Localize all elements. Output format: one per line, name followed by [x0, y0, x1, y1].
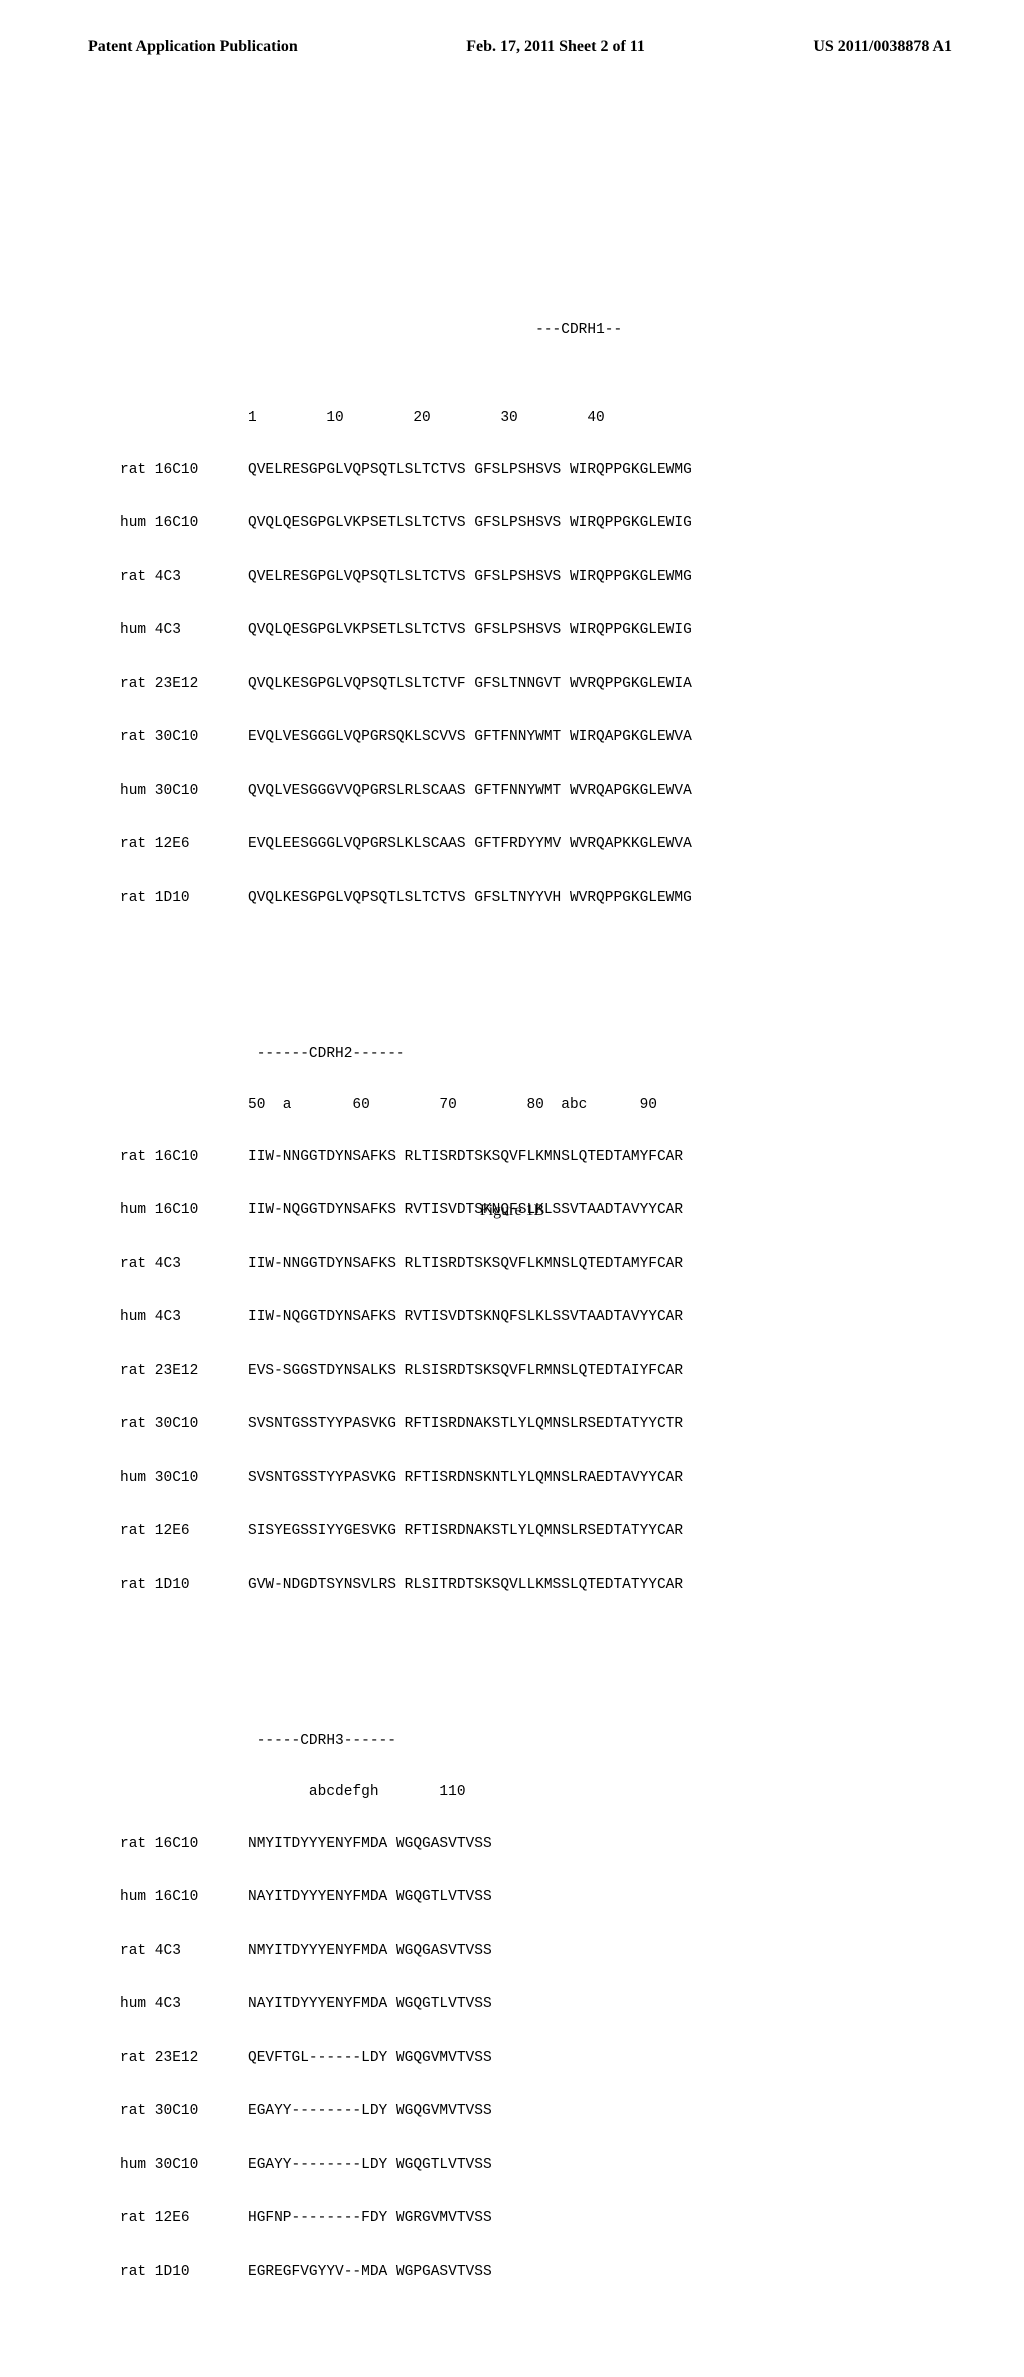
seq-row: rat 1D10EGREGFVGYYV--MDA WGPGASVTVSS [120, 2265, 692, 2280]
seq-row: rat 12E6EVQLEESGGGLVQPGRSLKLSCAAS GFTFRD… [120, 837, 692, 852]
header-right: US 2011/0038878 A1 [813, 38, 952, 56]
region-label-cdrh1: ---CDRH1-- [120, 323, 692, 338]
seq-data: NMYITDYYYENYFMDA WGQGASVTVSS [248, 1944, 492, 1959]
seq-label: rat 12E6 [120, 1524, 248, 1539]
seq-data: IIW-NNGGTDYNSAFKS RLTISRDTSKSQVFLKMNSLQT… [248, 1257, 683, 1272]
seq-data: QVQLQESGPGLVKPSETLSLTCTVS GFSLPSHSVS WIR… [248, 623, 692, 638]
seq-row: rat 12E6SISYEGSSIYYGESVKG RFTISRDNAKSTLY… [120, 1524, 692, 1539]
seq-label: hum 4C3 [120, 1310, 248, 1325]
seq-row: hum 16C10QVQLQESGPGLVKPSETLSLTCTVS GFSLP… [120, 516, 692, 531]
seq-label: rat 1D10 [120, 2265, 248, 2280]
seq-data: NAYITDYYYENYFMDA WGQGTLVTVSS [248, 1890, 492, 1905]
seq-label: rat 4C3 [120, 1257, 248, 1272]
seq-row: rat 4C3IIW-NNGGTDYNSAFKS RLTISRDTSKSQVFL… [120, 1257, 692, 1272]
seq-data: SVSNTGSSTYYPASVKG RFTISRDNSKNTLYLQMNSLRA… [248, 1471, 683, 1486]
seq-label: rat 1D10 [120, 891, 248, 906]
seq-row: rat 30C10EGAYY--------LDY WGQGVMVTVSS [120, 2104, 692, 2119]
seq-label: hum 30C10 [120, 1471, 248, 1486]
page-header: Patent Application Publication Feb. 17, … [0, 38, 1024, 56]
seq-label: rat 16C10 [120, 1150, 248, 1165]
seq-data: EVQLVESGGGLVQPGRSQKLSCVVS GFTFNNYWMT WIR… [248, 730, 692, 745]
seq-row: rat 23E12EVS-SGGSTDYNSALKS RLSISRDTSKSQV… [120, 1364, 692, 1379]
seq-label: rat 16C10 [120, 1837, 248, 1852]
seq-label: rat 30C10 [120, 2104, 248, 2119]
seq-data: QVQLQESGPGLVKPSETLSLTCTVS GFSLPSHSVS WIR… [248, 516, 692, 531]
seq-data: EGAYY--------LDY WGQGTLVTVSS [248, 2158, 492, 2173]
seq-label: hum 16C10 [120, 516, 248, 531]
seq-label: rat 12E6 [120, 2211, 248, 2226]
seq-label: rat 12E6 [120, 837, 248, 852]
seq-row: hum 16C10NAYITDYYYENYFMDA WGQGTLVTVSS [120, 1890, 692, 1905]
region-label-cdrh2: ------CDRH2------ [120, 1047, 692, 1062]
seq-data: NMYITDYYYENYFMDA WGQGASVTVSS [248, 1837, 492, 1852]
seq-row: rat 4C3QVELRESGPGLVQPSQTLSLTCTVS GFSLPSH… [120, 570, 692, 585]
block-cdrh2: ------CDRH2------ 50 a 60 70 80 abc 90 r… [120, 1018, 692, 1632]
seq-row: rat 1D10GVW-NDGDTSYNSVLRS RLSITRDTSKSQVL… [120, 1578, 692, 1593]
ruler-cdrh2: 50 a 60 70 80 abc 90 [120, 1098, 692, 1113]
seq-label: rat 30C10 [120, 730, 248, 745]
seq-label: rat 30C10 [120, 1417, 248, 1432]
seq-data: EVQLEESGGGLVQPGRSLKLSCAAS GFTFRDYYMV WVR… [248, 837, 692, 852]
seq-row: rat 16C10IIW-NNGGTDYNSAFKS RLTISRDTSKSQV… [120, 1150, 692, 1165]
block-cdrh3: -----CDRH3------ abcdefgh 110 rat 16C10N… [120, 1705, 692, 2319]
seq-data: SISYEGSSIYYGESVKG RFTISRDNAKSTLYLQMNSLRS… [248, 1524, 683, 1539]
seq-label: rat 1D10 [120, 1578, 248, 1593]
block-cdrh1: ---CDRH1-- 1 10 20 30 40 rat 16C10QVELRE… [120, 294, 692, 945]
seq-row: rat 12E6HGFNP--------FDY WGRGVMVTVSS [120, 2211, 692, 2226]
header-center: Feb. 17, 2011 Sheet 2 of 11 [466, 38, 645, 56]
seq-data: QVELRESGPGLVQPSQTLSLTCTVS GFSLPSHSVS WIR… [248, 463, 692, 478]
seq-row: rat 4C3NMYITDYYYENYFMDA WGQGASVTVSS [120, 1944, 692, 1959]
seq-data: EGREGFVGYYV--MDA WGPGASVTVSS [248, 2265, 492, 2280]
seq-data: IIW-NNGGTDYNSAFKS RLTISRDTSKSQVFLKMNSLQT… [248, 1150, 683, 1165]
seq-label: hum 4C3 [120, 623, 248, 638]
seq-data: NAYITDYYYENYFMDA WGQGTLVTVSS [248, 1997, 492, 2012]
seq-label: hum 4C3 [120, 1997, 248, 2012]
header-left: Patent Application Publication [88, 38, 298, 56]
seq-label: rat 4C3 [120, 1944, 248, 1959]
seq-data: HGFNP--------FDY WGRGVMVTVSS [248, 2211, 492, 2226]
seq-label: rat 23E12 [120, 2051, 248, 2066]
seq-row: rat 23E12QVQLKESGPGLVQPSQTLSLTCTVF GFSLT… [120, 677, 692, 692]
seq-row: hum 30C10EGAYY--------LDY WGQGTLVTVSS [120, 2158, 692, 2173]
seq-row: hum 30C10SVSNTGSSTYYPASVKG RFTISRDNSKNTL… [120, 1471, 692, 1486]
seq-row: hum 4C3NAYITDYYYENYFMDA WGQGTLVTVSS [120, 1997, 692, 2012]
seq-row: rat 30C10EVQLVESGGGLVQPGRSQKLSCVVS GFTFN… [120, 730, 692, 745]
seq-data: QVELRESGPGLVQPSQTLSLTCTVS GFSLPSHSVS WIR… [248, 570, 692, 585]
ruler-cdrh1: 1 10 20 30 40 [120, 411, 692, 426]
seq-row: hum 4C3IIW-NQGGTDYNSAFKS RVTISVDTSKNQFSL… [120, 1310, 692, 1325]
seq-row: rat 30C10SVSNTGSSTYYPASVKG RFTISRDNAKSTL… [120, 1417, 692, 1432]
figure-label: Figure 1B [0, 1202, 1024, 1220]
seq-label: rat 16C10 [120, 463, 248, 478]
seq-data: EGAYY--------LDY WGQGVMVTVSS [248, 2104, 492, 2119]
seq-label: hum 16C10 [120, 1890, 248, 1905]
ruler-cdrh3: abcdefgh 110 [120, 1785, 692, 1800]
seq-label: hum 30C10 [120, 784, 248, 799]
sequence-alignment: ---CDRH1-- 1 10 20 30 40 rat 16C10QVELRE… [120, 250, 692, 2377]
seq-label: rat 23E12 [120, 1364, 248, 1379]
seq-row: rat 16C10NMYITDYYYENYFMDA WGQGASVTVSS [120, 1837, 692, 1852]
seq-label: rat 4C3 [120, 570, 248, 585]
seq-data: QVQLKESGPGLVQPSQTLSLTCTVS GFSLTNYYVH WVR… [248, 891, 692, 906]
seq-data: QVQLKESGPGLVQPSQTLSLTCTVF GFSLTNNGVT WVR… [248, 677, 692, 692]
seq-data: EVS-SGGSTDYNSALKS RLSISRDTSKSQVFLRMNSLQT… [248, 1364, 683, 1379]
region-label-cdrh3: -----CDRH3------ [120, 1734, 692, 1749]
seq-data: GVW-NDGDTSYNSVLRS RLSITRDTSKSQVLLKMSSLQT… [248, 1578, 683, 1593]
seq-data: QVQLVESGGGVVQPGRSLRLSCAAS GFTFNNYWMT WVR… [248, 784, 692, 799]
seq-label: rat 23E12 [120, 677, 248, 692]
seq-data: QEVFTGL------LDY WGQGVMVTVSS [248, 2051, 492, 2066]
seq-row: rat 23E12QEVFTGL------LDY WGQGVMVTVSS [120, 2051, 692, 2066]
seq-data: IIW-NQGGTDYNSAFKS RVTISVDTSKNQFSLKLSSVTA… [248, 1310, 683, 1325]
seq-label: hum 30C10 [120, 2158, 248, 2173]
seq-row: rat 16C10QVELRESGPGLVQPSQTLSLTCTVS GFSLP… [120, 463, 692, 478]
seq-data: SVSNTGSSTYYPASVKG RFTISRDNAKSTLYLQMNSLRS… [248, 1417, 683, 1432]
seq-row: hum 4C3QVQLQESGPGLVKPSETLSLTCTVS GFSLPSH… [120, 623, 692, 638]
seq-row: hum 30C10QVQLVESGGGVVQPGRSLRLSCAAS GFTFN… [120, 784, 692, 799]
seq-row: rat 1D10QVQLKESGPGLVQPSQTLSLTCTVS GFSLTN… [120, 891, 692, 906]
